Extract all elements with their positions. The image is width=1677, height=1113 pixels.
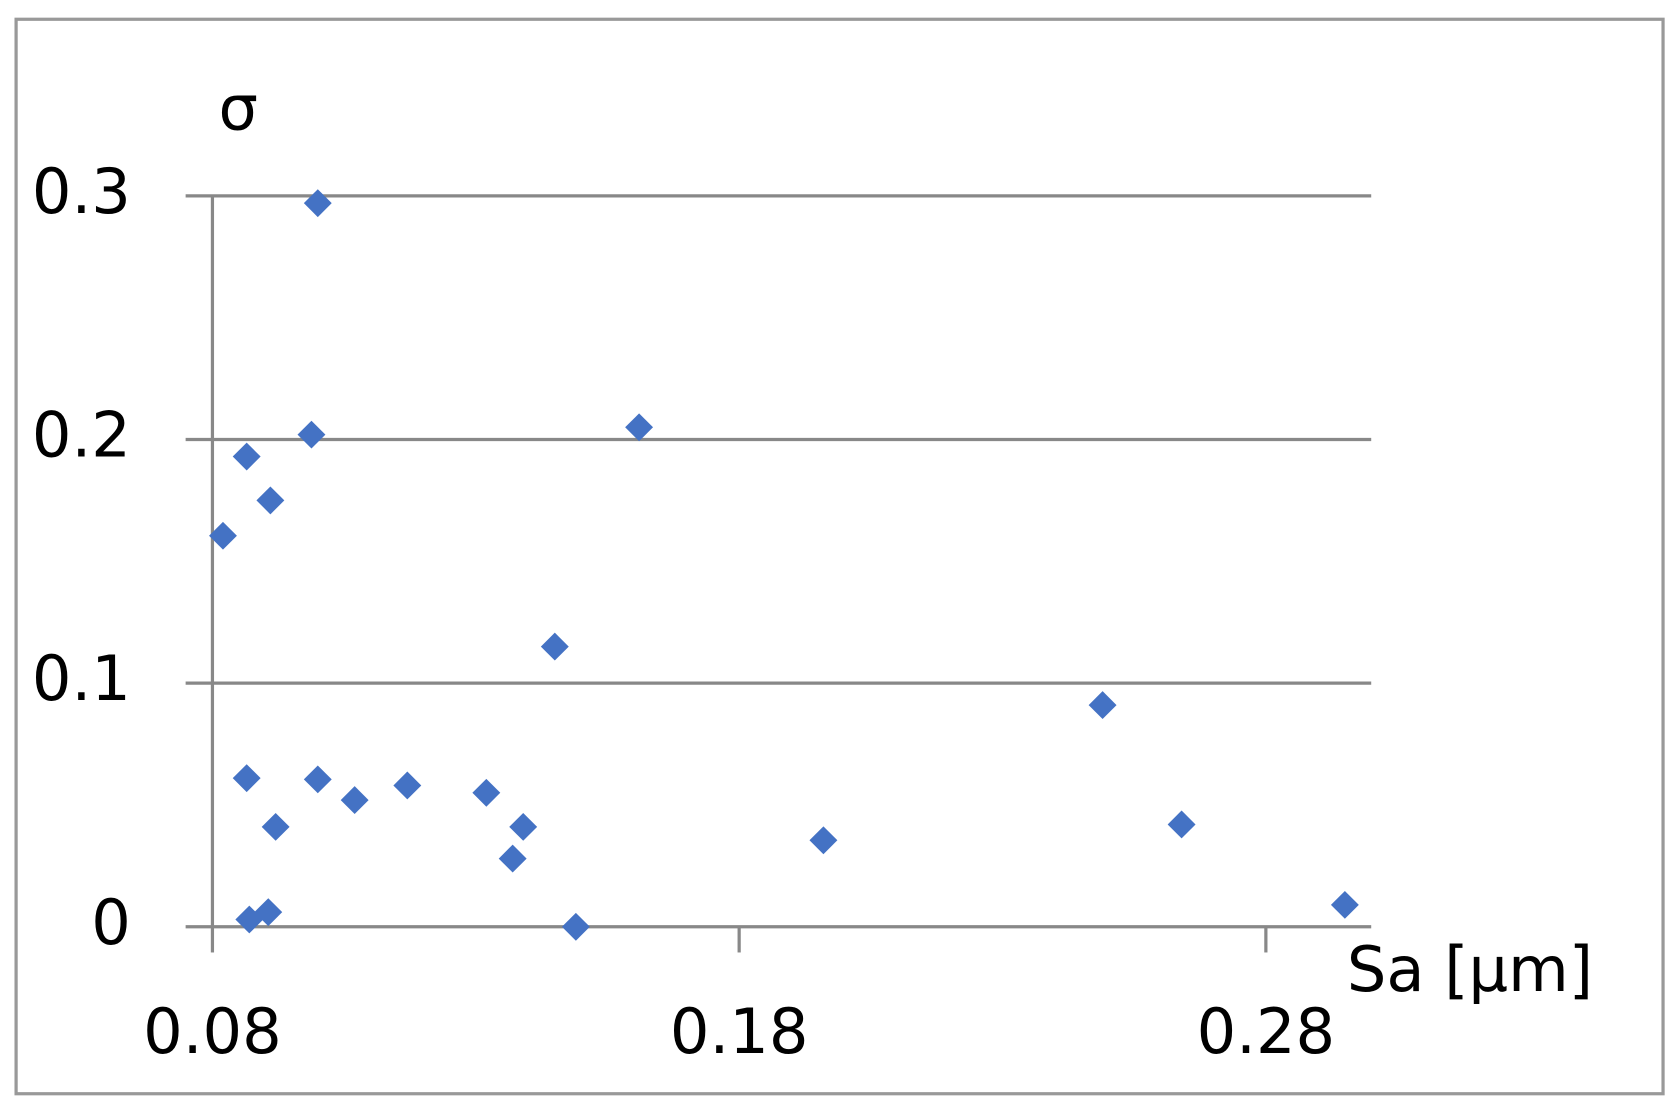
point (509, 812, 538, 841)
point (1088, 691, 1117, 719)
x-tick-label: 0.28 (1197, 995, 1336, 1068)
point (1330, 890, 1359, 919)
y-tick-label: 0.3 (32, 155, 131, 228)
x-axis-label: Sa [µm] (1347, 933, 1593, 1006)
chart-border (14, 17, 1665, 1096)
y-tick-label: 0.2 (32, 399, 131, 472)
y-tick-label: 0 (91, 886, 131, 959)
point (303, 765, 332, 794)
y-tick-label: 0.1 (32, 642, 131, 715)
point (256, 486, 285, 515)
point (232, 442, 261, 471)
point (303, 189, 332, 218)
x-tick-label: 0.08 (143, 995, 282, 1068)
point (340, 786, 369, 815)
point (261, 812, 290, 841)
point (1167, 810, 1196, 839)
point (472, 778, 501, 807)
point (498, 844, 527, 873)
point (209, 521, 237, 550)
point (297, 420, 326, 449)
x-tick-label: 0.18 (670, 995, 809, 1068)
y-axis-label: σ (218, 72, 257, 145)
